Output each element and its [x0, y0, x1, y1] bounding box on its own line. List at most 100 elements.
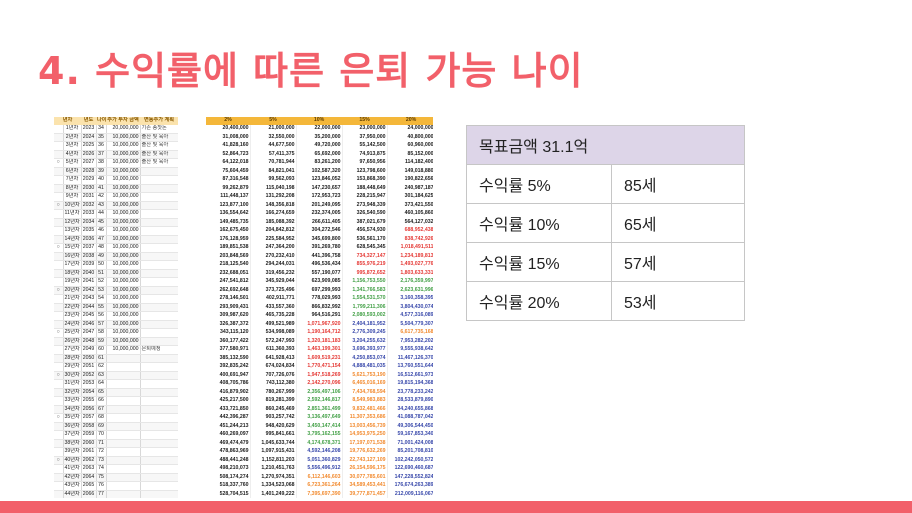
- table-row: 3년차 2025 36 10,000,000 출산 및 육아 41,828,160 44,6…: [54, 141, 433, 151]
- balance-cell: 149,018,880: [387, 167, 433, 176]
- contribution-cell: [106, 456, 141, 465]
- sheet-gap: [178, 473, 207, 482]
- balance-cell: 2,176,359,997: [387, 277, 433, 286]
- sheet-gap: [178, 481, 207, 490]
- balance-cell: 49,306,544,450: [387, 422, 433, 431]
- contribution-cell: [106, 490, 141, 498]
- contribution-cell: 10,000,000: [106, 286, 141, 295]
- balance-cell: 1,234,189,813: [387, 252, 433, 261]
- event-cell: [140, 456, 179, 465]
- balance-cell: 2,592,146,817: [296, 396, 343, 405]
- slide-title: 4. 수익률에 따른 은퇴 가능 나이: [38, 49, 584, 93]
- age-cell: 45: [96, 218, 107, 227]
- event-cell: [140, 430, 179, 440]
- contribution-cell: 10,000,000: [106, 167, 141, 176]
- balance-cell: 528,704,515: [206, 490, 251, 498]
- contribution-cell: [106, 371, 141, 380]
- table-row: ○ 20년차 2042 53 10,000,000 262,692,648 373,725,…: [54, 286, 433, 295]
- age-cell: 73: [96, 456, 107, 465]
- contribution-cell: 10,000,000: [106, 345, 141, 355]
- balance-cell: 34,240,655,868: [387, 405, 433, 414]
- calendar-year-cell: 2063: [81, 464, 97, 474]
- balance-cell: 17,197,071,538: [342, 439, 388, 448]
- balance-cell: 866,832,992: [296, 303, 343, 312]
- age-cell: 51: [96, 269, 107, 278]
- balance-cell: 518,337,760: [206, 481, 251, 490]
- balance-cell: 7,434,768,594: [342, 388, 388, 397]
- balance-cell: 377,580,971: [206, 345, 251, 354]
- balance-cell: 228,215,947: [342, 192, 388, 201]
- age-cell: 54: [96, 294, 107, 304]
- balance-cell: 247,364,200: [250, 243, 297, 252]
- event-cell: [140, 422, 179, 431]
- balance-cell: 102,242,050,572: [387, 456, 433, 465]
- return-rate-label: 수익률 5%: [466, 164, 612, 204]
- balance-cell: 309,987,620: [206, 311, 251, 320]
- balance-cell: 611,360,393: [250, 345, 297, 354]
- event-cell: [140, 209, 179, 219]
- calendar-year-cell: 2061: [81, 447, 97, 457]
- calendar-year-cell: 2029: [81, 175, 97, 185]
- year-count-cell: 37년차: [63, 430, 82, 440]
- balance-cell: 203,848,569: [206, 252, 251, 261]
- sheet-header-cell: 변동주가 계획: [140, 117, 179, 125]
- event-cell: [140, 490, 179, 498]
- contribution-cell: 10,000,000: [106, 243, 141, 253]
- year-count-cell: 1년차: [63, 125, 82, 134]
- balance-cell: 83,261,200: [296, 158, 343, 167]
- sheet-gap: [178, 201, 207, 210]
- balance-cell: 707,726,076: [250, 371, 297, 380]
- event-cell: [140, 260, 179, 270]
- balance-cell: 1,045,633,744: [250, 439, 297, 448]
- sheet-gap: [178, 260, 207, 269]
- calendar-year-cell: 2025: [81, 141, 97, 151]
- calendar-year-cell: 2045: [81, 311, 97, 321]
- age-cell: 66: [96, 396, 107, 406]
- age-cell: 57: [96, 320, 107, 329]
- age-cell: 53: [96, 286, 107, 295]
- balance-cell: 7,395,697,390: [296, 490, 343, 498]
- event-cell: [140, 294, 179, 304]
- retire-age-value: 57세: [611, 242, 745, 282]
- row-marker: [54, 447, 64, 457]
- balance-cell: 572,247,993: [250, 337, 297, 346]
- balance-cell: 188,448,649: [342, 184, 388, 193]
- balance-cell: 31,008,000: [206, 133, 251, 142]
- balance-cell: 343,115,120: [206, 328, 251, 337]
- age-cell: 68: [96, 413, 107, 423]
- balance-cell: 392,835,242: [206, 362, 251, 371]
- table-row: 42년차 2064 75 508,174,274 1,270,974,351 6,112,…: [54, 473, 433, 482]
- balance-cell: 21,000,000: [250, 125, 297, 133]
- balance-cell: 19,815,194,368: [387, 379, 433, 388]
- contribution-cell: [106, 413, 141, 423]
- age-cell: 52: [96, 277, 107, 287]
- contribution-cell: 10,000,000: [106, 201, 141, 210]
- row-marker: [54, 167, 64, 176]
- balance-cell: 65,692,000: [296, 150, 343, 159]
- balance-cell: 780,267,999: [250, 388, 297, 397]
- balance-cell: 14,953,975,250: [342, 430, 388, 439]
- balance-cell: 402,911,771: [250, 294, 297, 303]
- balance-cell: 232,374,005: [296, 209, 343, 218]
- balance-cell: 442,396,287: [206, 413, 251, 422]
- table-row: 38년차 2060 71 469,474,479 1,045,633,744 4,174,…: [54, 439, 433, 448]
- contribution-cell: 10,000,000: [106, 269, 141, 278]
- contribution-cell: 10,000,000: [106, 218, 141, 227]
- contribution-cell: 10,000,000: [106, 209, 141, 219]
- event-cell: [140, 328, 179, 338]
- balance-cell: 734,327,147: [342, 252, 388, 261]
- calendar-year-cell: 2035: [81, 226, 97, 236]
- balance-cell: 3,160,358,395: [387, 294, 433, 303]
- event-cell: [140, 277, 179, 287]
- sheet-gap: [178, 141, 207, 150]
- balance-cell: 674,024,834: [250, 362, 297, 371]
- calendar-year-cell: 2059: [81, 430, 97, 440]
- event-cell: [140, 226, 179, 236]
- balance-cell: 9,832,481,466: [342, 405, 388, 414]
- contribution-cell: [106, 481, 141, 491]
- contribution-cell: [106, 362, 141, 372]
- balance-cell: 778,029,993: [296, 294, 343, 303]
- event-cell: 출산 및 육아: [140, 133, 179, 142]
- balance-cell: 564,127,032: [387, 218, 433, 227]
- event-cell: 은퇴예정: [140, 345, 179, 355]
